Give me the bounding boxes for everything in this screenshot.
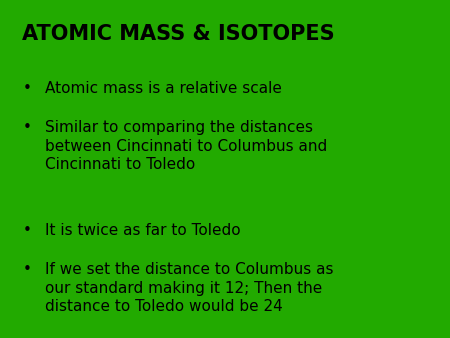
Text: •: • [22,120,32,135]
Text: Similar to comparing the distances
between Cincinnati to Columbus and
Cincinnati: Similar to comparing the distances betwe… [45,120,327,172]
Text: ATOMIC MASS & ISOTOPES: ATOMIC MASS & ISOTOPES [22,24,335,44]
Text: •: • [22,223,32,238]
Text: Atomic mass is a relative scale: Atomic mass is a relative scale [45,81,282,96]
Text: •: • [22,81,32,96]
Text: •: • [22,262,32,277]
Text: It is twice as far to Toledo: It is twice as far to Toledo [45,223,241,238]
Text: If we set the distance to Columbus as
our standard making it 12; Then the
distan: If we set the distance to Columbus as ou… [45,262,333,314]
